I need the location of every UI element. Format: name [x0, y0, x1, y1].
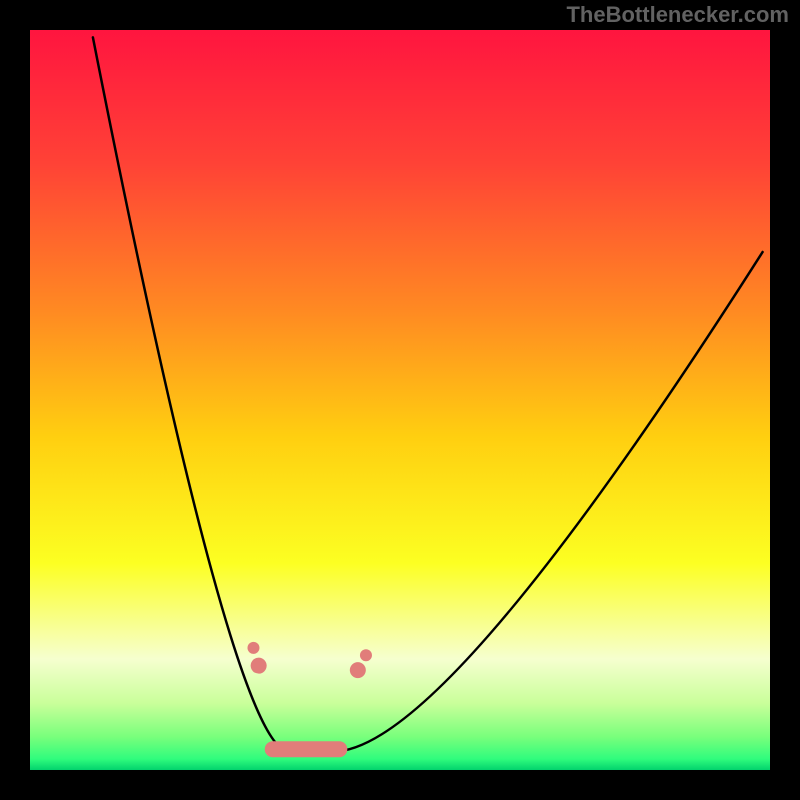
curve-marker-dot: [350, 662, 366, 678]
chart-background: [30, 30, 770, 770]
curve-marker-dot: [360, 649, 372, 661]
curve-marker-dot: [251, 658, 267, 674]
watermark-text: TheBottlenecker.com: [566, 2, 789, 27]
curve-marker-dot: [247, 642, 259, 654]
